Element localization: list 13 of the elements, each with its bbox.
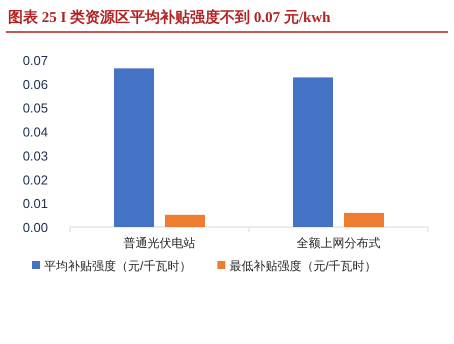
y-tick-label: 0.00 — [22, 220, 48, 235]
x-tick-label: 全额上网分布式 — [296, 236, 380, 250]
y-tick-label: 0.05 — [22, 100, 48, 116]
legend-label: 平均补贴强度（元/千瓦时） — [44, 259, 192, 273]
y-tick-label: 0.07 — [22, 53, 48, 68]
legend-label: 最低补贴强度（元/千瓦时） — [229, 259, 377, 273]
y-tick-label: 0.06 — [22, 76, 48, 92]
x-tick-label: 普通光伏电站 — [124, 236, 196, 250]
chart-title: 图表 25 I 类资源区平均补贴强度不到 0.07 元/kwh — [8, 8, 332, 26]
y-tick-label: 0.01 — [22, 196, 48, 212]
y-tick-label: 0.02 — [22, 172, 48, 188]
y-tick-label: 0.03 — [22, 148, 48, 164]
y-tick-label: 0.04 — [22, 124, 48, 140]
